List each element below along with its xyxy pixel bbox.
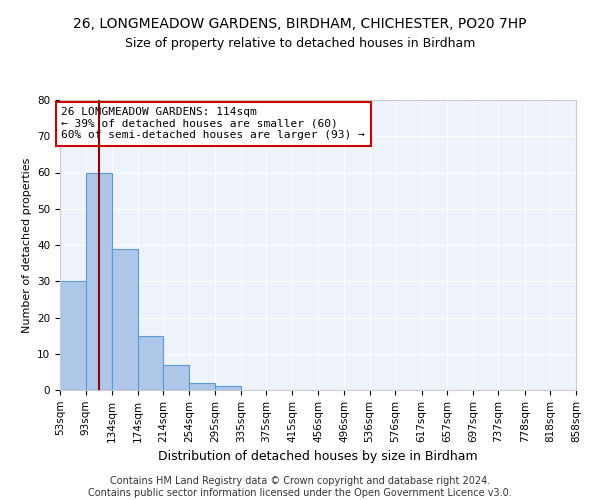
Text: 26 LONGMEADOW GARDENS: 114sqm
← 39% of detached houses are smaller (60)
60% of s: 26 LONGMEADOW GARDENS: 114sqm ← 39% of d… <box>61 108 365 140</box>
Text: Contains HM Land Registry data © Crown copyright and database right 2024.
Contai: Contains HM Land Registry data © Crown c… <box>88 476 512 498</box>
Bar <box>60 281 86 390</box>
Text: 26, LONGMEADOW GARDENS, BIRDHAM, CHICHESTER, PO20 7HP: 26, LONGMEADOW GARDENS, BIRDHAM, CHICHES… <box>73 18 527 32</box>
Bar <box>137 336 163 390</box>
Y-axis label: Number of detached properties: Number of detached properties <box>22 158 32 332</box>
Bar <box>189 383 215 390</box>
Bar <box>215 386 241 390</box>
X-axis label: Distribution of detached houses by size in Birdham: Distribution of detached houses by size … <box>158 450 478 463</box>
Bar <box>163 364 189 390</box>
Bar <box>86 172 112 390</box>
Bar <box>112 248 137 390</box>
Text: Size of property relative to detached houses in Birdham: Size of property relative to detached ho… <box>125 38 475 51</box>
